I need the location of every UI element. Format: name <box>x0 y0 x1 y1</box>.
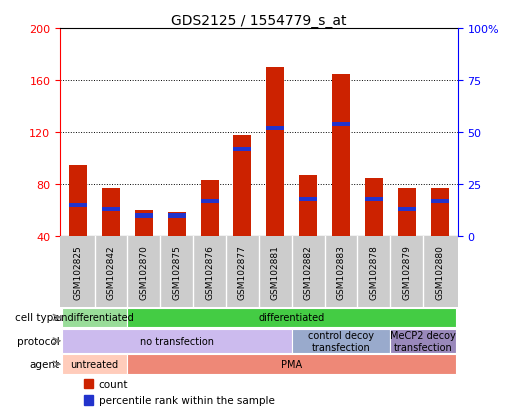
Text: no transfection: no transfection <box>140 336 214 346</box>
Text: GSM102842: GSM102842 <box>107 245 116 299</box>
Bar <box>62 308 128 328</box>
Bar <box>397 189 416 237</box>
Text: GSM102876: GSM102876 <box>205 244 214 299</box>
Text: control decoy
transfection: control decoy transfection <box>308 330 374 352</box>
Text: GSM102880: GSM102880 <box>435 244 444 299</box>
Bar <box>233 147 252 152</box>
Bar <box>168 214 186 218</box>
Bar <box>365 197 383 202</box>
Text: GSM102877: GSM102877 <box>238 244 247 299</box>
Text: GSM102882: GSM102882 <box>304 244 313 299</box>
Title: GDS2125 / 1554779_s_at: GDS2125 / 1554779_s_at <box>171 14 347 28</box>
Text: protocol: protocol <box>17 336 60 346</box>
Text: differentiated: differentiated <box>258 313 325 323</box>
Bar <box>128 355 456 374</box>
Bar <box>233 135 252 237</box>
Text: percentile rank within the sample: percentile rank within the sample <box>99 395 275 405</box>
Bar <box>292 329 390 353</box>
Text: GSM102881: GSM102881 <box>271 244 280 299</box>
Bar <box>168 212 186 237</box>
Bar <box>332 74 350 237</box>
Bar <box>397 207 416 212</box>
Bar <box>430 199 449 204</box>
Bar <box>299 176 317 237</box>
Bar <box>299 197 317 202</box>
Text: GSM102883: GSM102883 <box>336 244 346 299</box>
Text: untreated: untreated <box>71 359 119 369</box>
Text: count: count <box>99 379 128 389</box>
Bar <box>128 308 456 328</box>
Bar <box>135 211 153 237</box>
Bar <box>201 199 219 204</box>
Bar <box>69 203 87 208</box>
Text: GSM102878: GSM102878 <box>369 244 378 299</box>
Bar <box>390 329 456 353</box>
Bar <box>102 189 120 237</box>
Bar <box>332 122 350 127</box>
Text: GSM102870: GSM102870 <box>140 244 149 299</box>
Text: MeCP2 decoy
transfection: MeCP2 decoy transfection <box>390 330 456 352</box>
Text: cell type: cell type <box>15 313 60 323</box>
Text: GSM102875: GSM102875 <box>172 244 181 299</box>
Bar <box>62 355 128 374</box>
Bar <box>84 379 93 388</box>
Bar <box>135 214 153 218</box>
Bar <box>266 126 285 131</box>
Bar <box>430 189 449 237</box>
Text: GSM102825: GSM102825 <box>74 244 83 299</box>
Bar <box>102 207 120 212</box>
Bar <box>365 178 383 237</box>
Text: GSM102879: GSM102879 <box>402 244 411 299</box>
Bar <box>266 68 285 237</box>
Text: PMA: PMA <box>281 359 302 369</box>
Bar <box>62 329 292 353</box>
Bar <box>201 181 219 237</box>
Bar <box>84 395 93 405</box>
Text: agent: agent <box>29 359 60 369</box>
Bar <box>69 165 87 237</box>
Text: undifferentiated: undifferentiated <box>55 313 134 323</box>
